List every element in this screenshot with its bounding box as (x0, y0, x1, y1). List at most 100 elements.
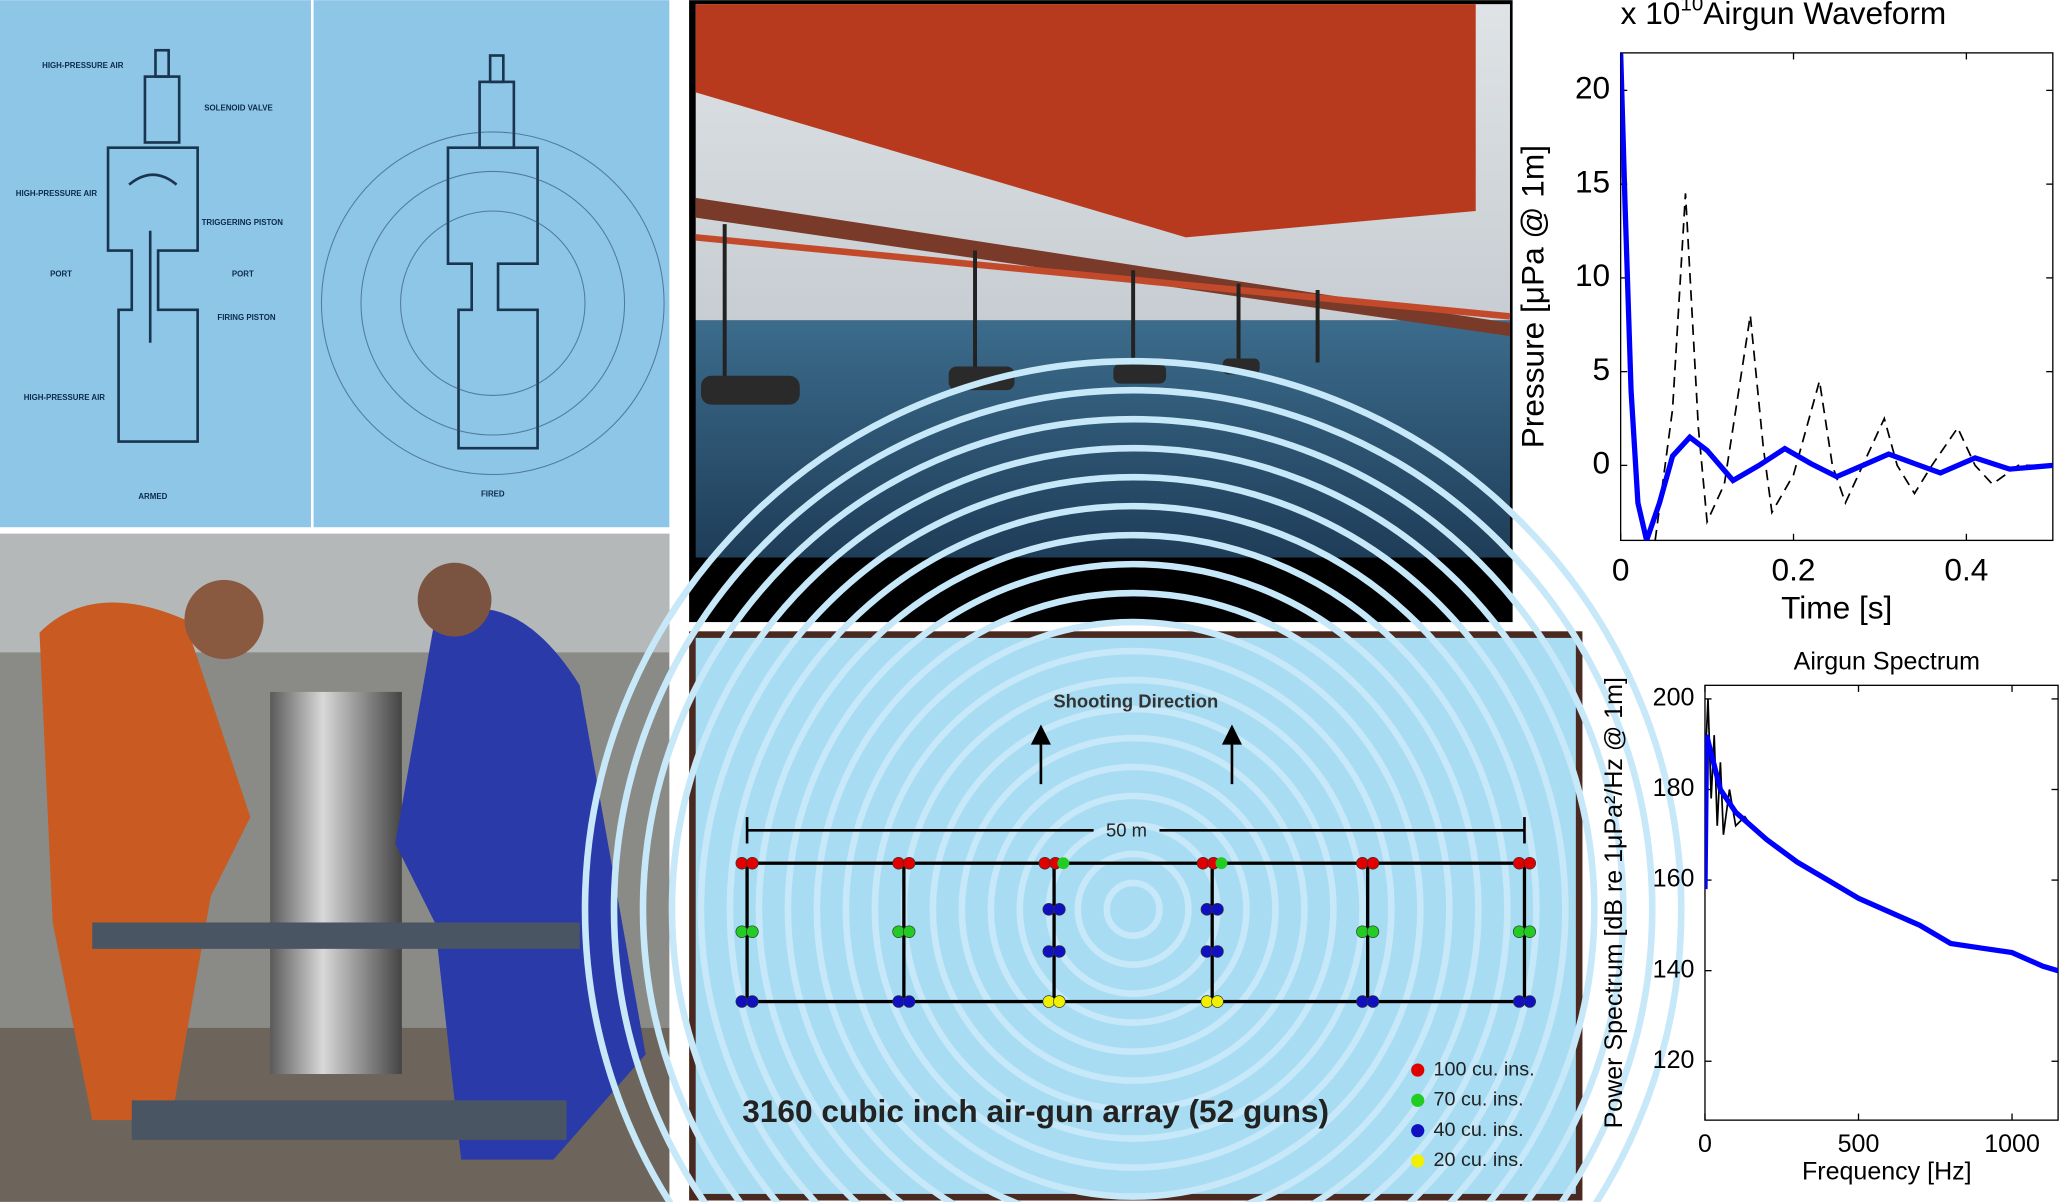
legend-swatch (1411, 1063, 1425, 1077)
y-tick-label: 0 (1593, 445, 1611, 481)
ripple (784, 560, 1482, 1202)
guns (735, 856, 1536, 1008)
workshop-photo (0, 533, 670, 1202)
x-tick-label: 500 (1838, 1130, 1880, 1158)
gun (746, 925, 759, 938)
scale-bar (745, 817, 1526, 844)
series-line (1654, 193, 2053, 541)
legend-label: 40 cu. ins. (1434, 1119, 1524, 1141)
gun (1366, 995, 1380, 1008)
gun (735, 856, 749, 870)
gun (746, 856, 759, 870)
gun (1211, 903, 1224, 916)
gun (1356, 925, 1369, 938)
plot-area (1704, 684, 2059, 1121)
y-tick-label: 200 (1653, 684, 1695, 712)
gun (1200, 945, 1214, 958)
gun (902, 995, 916, 1008)
ripple (610, 387, 1656, 1202)
gun (735, 925, 749, 938)
legend-label: 20 cu. ins. (1434, 1149, 1524, 1171)
gun (1512, 995, 1526, 1008)
gun (1512, 925, 1526, 938)
airgun-diagram: HIGH-PRESSURE AIR SOLENOID VALVE HIGH-PR… (0, 0, 670, 528)
series-line (1620, 52, 2053, 541)
gun (892, 995, 905, 1008)
gun (1196, 856, 1210, 870)
diagram-label: HIGH-PRESSURE AIR (24, 393, 106, 402)
gun (1200, 903, 1214, 916)
ripple (1074, 850, 1192, 968)
legend-swatch (1411, 1154, 1425, 1168)
y-tick-label: 20 (1575, 70, 1610, 106)
ripple (639, 416, 1627, 1202)
ripple (987, 763, 1279, 1055)
x-tick-label: 0.2 (1772, 551, 1816, 587)
diagram-label: FIRING PISTON (217, 313, 275, 322)
gun (1211, 945, 1224, 958)
gun (902, 925, 916, 938)
y-tick-label: 180 (1653, 774, 1695, 802)
diagram-label: TRIGGERING PISTON (202, 218, 284, 227)
title-text: Airgun Waveform (1703, 0, 1946, 31)
y-axis-label: Pressure [μPa @ 1m] (1514, 145, 1550, 448)
gun (1523, 925, 1536, 938)
diagram-label: PORT (232, 269, 254, 278)
legend: 100 cu. ins. 70 cu. ins. 40 cu. ins. 20 cu.… (1411, 1058, 1535, 1171)
gun (1523, 995, 1536, 1008)
armed-label: ARMED (138, 492, 167, 501)
series-line (1704, 698, 1755, 835)
legend-swatch (1411, 1093, 1425, 1107)
x-tick-label: 0 (1612, 551, 1630, 587)
y-tick-label: 10 (1575, 257, 1610, 293)
gun (1053, 945, 1066, 958)
y-tick-label: 160 (1653, 865, 1695, 893)
y-tick-label: 5 (1593, 351, 1611, 387)
ripple (581, 358, 1685, 1202)
gun (1356, 856, 1369, 870)
gun (1057, 857, 1070, 870)
array-title: 3160 cubic inch air-gun array (52 guns) (742, 1093, 1329, 1129)
gun (892, 856, 905, 870)
ripple (958, 734, 1308, 1084)
ripple (697, 473, 1569, 1202)
fired-label: FIRED (481, 489, 505, 498)
multiplier-exponent: 10 (1680, 0, 1703, 16)
plot-area (1619, 52, 2054, 542)
gun (1038, 856, 1052, 870)
ripple (842, 618, 1424, 1200)
gun-fired (320, 54, 665, 476)
gun (1366, 925, 1380, 938)
gun (1215, 857, 1228, 870)
y-tick-label: 120 (1653, 1046, 1695, 1074)
gun (1366, 856, 1380, 870)
gun (1200, 995, 1214, 1008)
gun (735, 995, 749, 1008)
gun (1053, 995, 1066, 1008)
ripple (871, 647, 1395, 1171)
diagram-label: HIGH-PRESSURE AIR (42, 61, 124, 70)
series-line (1704, 734, 2059, 974)
ship-photo (689, 0, 1513, 623)
y-tick-label: 140 (1653, 955, 1695, 983)
x-axis-label: Time [s] (1781, 590, 1892, 626)
x-axis-label: Frequency [Hz] (1802, 1157, 1972, 1185)
gun (1512, 856, 1526, 870)
ripple (668, 445, 1598, 1202)
gun (892, 925, 905, 938)
legend-label: 70 cu. ins. (1434, 1089, 1524, 1111)
ripple (929, 705, 1337, 1113)
chart-title: Airgun Spectrum (1794, 648, 1980, 676)
y-tick-label: 15 (1575, 163, 1610, 199)
ripple (1103, 879, 1163, 939)
ripple (726, 502, 1540, 1202)
gun (1042, 903, 1056, 916)
array-diagram: Shooting Direction 50 m 3160 cubic inch … (581, 358, 1685, 1202)
ripple (813, 589, 1453, 1202)
diagram-label: PORT (50, 269, 72, 278)
legend-label: 100 cu. ins. (1434, 1058, 1535, 1080)
x-tick-label: 1000 (1984, 1130, 2040, 1158)
ripple (755, 531, 1511, 1202)
